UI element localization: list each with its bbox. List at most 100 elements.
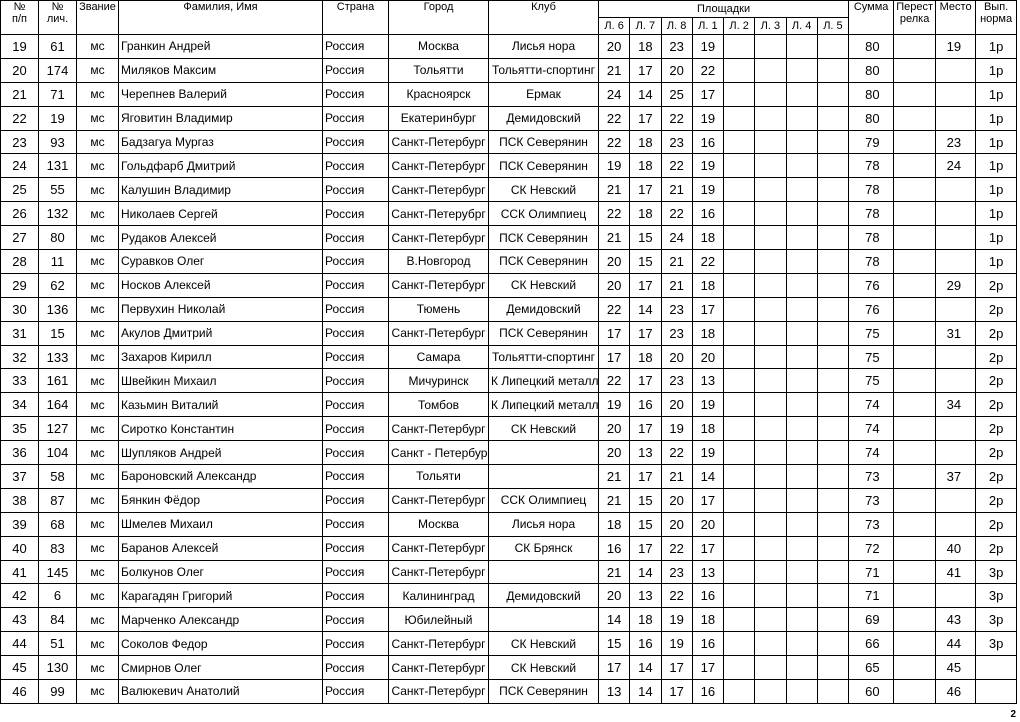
table-cell: 17 [691,296,725,322]
table-cell [785,655,818,681]
table-cell [722,487,756,513]
table-cell: Мичуринск [388,368,489,394]
table-cell: Швейкин Михаил [118,368,323,394]
table-cell: Яговитин Владимир [118,105,323,131]
table-cell: мс [76,57,119,83]
table-cell [935,416,977,442]
table-cell [488,607,599,633]
table-cell [893,416,937,442]
table-cell: 87 [38,487,77,513]
table-cell: 30 [0,296,39,322]
table-cell: 21 [597,57,631,83]
header-cell: Вып. норма [975,0,1018,35]
table-cell [785,607,818,633]
table-cell: Шмелев Михаил [118,511,323,537]
table-cell: Москва [388,511,489,537]
table-cell [754,535,787,561]
table-cell [816,153,850,179]
table-cell: Бароновский Александр [118,464,323,489]
table-row: 34 164 мс Казьмин Виталий Россия Томбов К Липе… [0,392,1018,418]
table-cell [785,201,818,227]
table-cell [785,344,818,370]
table-cell: СК Невский [488,655,599,681]
table-cell: 83 [38,535,77,561]
table-row: 31 15 мс Акулов Дмитрий Россия Санкт-Петербур… [0,320,1018,346]
table-cell: Россия [322,583,389,609]
table-cell: 2р [975,296,1018,322]
table-cell [785,440,818,466]
table-cell: 15 [629,225,662,251]
table-cell: 84 [38,607,77,633]
table-cell: ПСК Северянин [488,225,599,251]
table-cell: Первухин Николай [118,296,323,322]
table-cell: ССК Олимпиец [488,201,599,227]
table-cell [816,655,850,681]
table-cell [816,368,850,394]
table-cell: 78 [848,225,895,251]
table-cell [935,225,977,251]
table-cell [722,225,756,251]
table-cell: мс [76,272,119,298]
table-head: № п/п № лич. Звание Фамилия, Имя Страна Город… [0,0,1018,35]
table-cell: 19 [691,105,725,131]
header-row: № п/п № лич. Звание Фамилия, Имя Страна Город… [0,0,1018,35]
table-cell: 19 [660,607,693,633]
table-cell: 23 [660,34,693,59]
table-cell: 80 [848,81,895,107]
table-cell [785,535,818,561]
table-cell [754,416,787,442]
table-cell [754,368,787,394]
table-cell: 73 [848,464,895,489]
table-cell: Россия [322,129,389,155]
table-cell: мс [76,153,119,179]
table-cell: 13 [629,583,662,609]
table-cell: Носков Алексей [118,272,323,298]
table-cell: 20 [691,511,725,537]
table-cell [754,392,787,418]
table-cell: Россия [322,249,389,274]
table-cell: 20 [660,57,693,83]
table-cell: ПСК Северянин [488,320,599,346]
header-cell: Л. 7 [629,17,662,35]
table-cell: Россия [322,34,389,59]
table-cell: 19 [691,153,725,179]
table-cell: 17 [691,487,725,513]
table-cell [785,583,818,609]
header-cell: Площадки [597,0,850,18]
table-cell: ПСК Северянин [488,249,599,274]
table-cell: 132 [38,201,77,227]
table-cell [722,655,756,681]
table-cell: Санкт-Петербург [388,535,489,561]
table-cell [816,177,850,203]
table-cell: 20 [691,344,725,370]
header-cell: Л. 6 [597,17,631,35]
table-cell: 55 [38,177,77,203]
table-cell: 145 [38,559,77,585]
table-cell: Тольяти [388,464,489,489]
table-cell [816,272,850,298]
table-cell: 36 [0,440,39,466]
table-cell: 23 [660,559,693,585]
table-cell: Россия [322,487,389,513]
table-cell: 21 [597,487,631,513]
table-cell: 24 [935,153,977,179]
table-cell: 43 [0,607,39,633]
table-cell: 14 [691,464,725,489]
table-cell: 37 [0,464,39,489]
table-cell: Москва [388,34,489,59]
table-cell: 78 [848,201,895,227]
table-cell: Санкт - Петербург [388,440,489,466]
table-cell: 19 [597,153,631,179]
table-cell: 131 [38,153,77,179]
table-cell: 21 [0,81,39,107]
table-cell [935,440,977,466]
results-table: № п/п № лич. Звание Фамилия, Имя Страна Город… [0,0,1018,704]
table-cell: Санкт-Петербург [388,631,489,657]
table-cell: 3р [975,607,1018,633]
table-cell: 45 [935,655,977,681]
table-cell [722,201,756,227]
table-row: 23 93 мс Бадзагуа Мургаз Россия Санкт-Петербу… [0,129,1018,155]
table-cell [785,153,818,179]
table-cell [722,368,756,394]
table-cell: мс [76,225,119,251]
